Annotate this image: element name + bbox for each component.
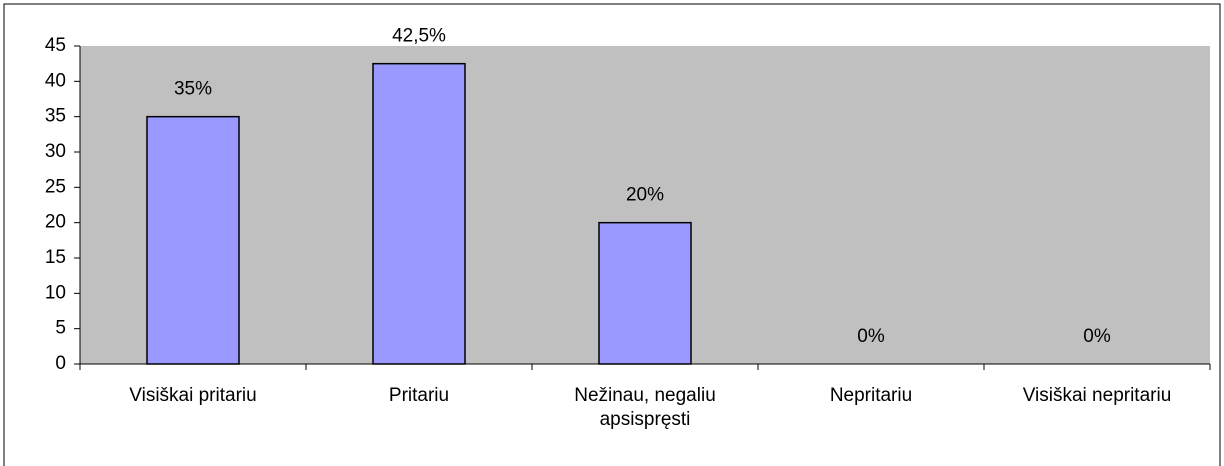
bar [146,115,240,365]
y-tick-label: 40 [45,70,66,91]
y-tick-label: 0 [55,353,66,374]
data-label: 0% [857,326,885,347]
y-tick-label: 10 [45,282,66,303]
y-tick-label: 5 [55,318,66,339]
data-label: 20% [626,185,664,206]
x-tick-label: Visiškai pritariu [129,385,257,406]
y-tick-label: 30 [45,141,66,162]
x-tick-label: Visiškai nepritariu [1022,385,1172,406]
y-tick-label: 35 [45,106,66,127]
data-label: 42,5% [392,26,446,47]
bar [372,62,466,365]
y-tick-label: 45 [45,35,66,56]
x-tick-label: Nepritariu [829,385,913,406]
x-tick-label: Nežinau, negaliu apsispręsti [574,385,716,430]
y-tick-label: 20 [45,212,66,233]
chart-border [3,3,1221,466]
y-tick-label: 15 [45,247,66,268]
data-label: 0% [1083,326,1111,347]
bar [598,221,692,365]
y-tick-label: 25 [45,176,66,197]
data-label: 35% [174,79,212,100]
x-tick-label: Pritariu [388,385,450,406]
